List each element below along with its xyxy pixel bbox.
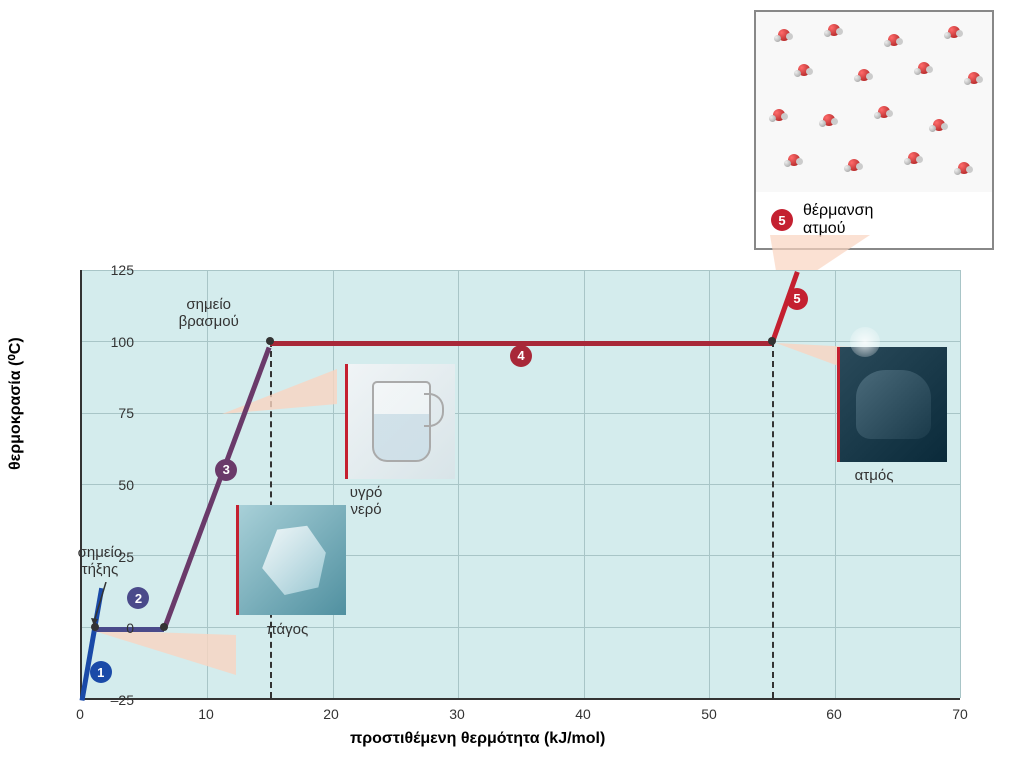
point-boiling-end [768,337,776,345]
ytick-125: 125 [94,262,134,278]
boiling-point-label: σημείο βρασμού [179,296,239,330]
molecules-illustration [756,12,992,192]
heating-steam-label: θέρμανση ατμού [803,202,873,238]
badge-5: 5 [786,288,808,310]
callout-wedge-ice [91,630,241,690]
water-photo [345,364,455,479]
plot-area: 1 2 3 4 5 σημείο τήξης σημείο βρασμού πά… [80,270,960,700]
ytick-0: 0 [94,620,134,636]
ytick-25: 25 [94,549,134,565]
ytick-50: 50 [94,477,134,493]
xtick-30: 30 [442,706,472,722]
x-axis-label: προστιθέμενη θερμότητα (kJ/mol) [350,730,605,748]
liquid-water-label: υγρό νερό [350,484,383,518]
steam-photo [837,347,947,462]
xtick-40: 40 [568,706,598,722]
steam-molecules-box: 5 θέρμανση ατμού [754,10,994,250]
point-melting-end [160,623,168,631]
xtick-10: 10 [191,706,221,722]
badge-1: 1 [90,661,112,683]
badge-2: 2 [127,587,149,609]
xtick-70: 70 [945,706,975,722]
ice-photo [236,505,346,615]
heating-curve-chart: 1 2 3 4 5 σημείο τήξης σημείο βρασμού πά… [80,270,960,700]
xtick-60: 60 [819,706,849,722]
y-axis-label: θερμοκρασία (⁰C) [5,337,25,470]
point-boiling [266,337,274,345]
ytick-100: 100 [94,334,134,350]
badge-4: 4 [510,345,532,367]
dashed-line-boiling-end [772,341,774,698]
badge-5-top: 5 [771,209,793,231]
ytick-75: 75 [94,405,134,421]
badge-3: 3 [215,459,237,481]
xtick-50: 50 [694,706,724,722]
xtick-20: 20 [316,706,346,722]
xtick-0: 0 [65,706,95,722]
ytick-neg25: –25 [94,692,134,708]
steam-label: ατμός [855,467,894,484]
ice-label: πάγος [266,621,308,638]
